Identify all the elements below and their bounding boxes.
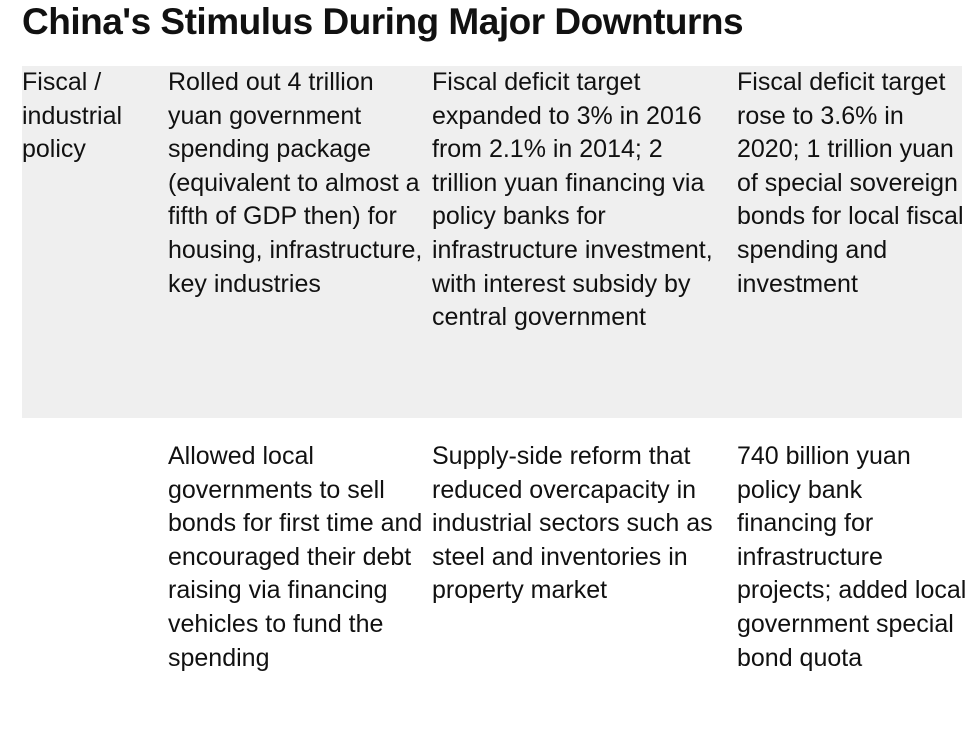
cell: Fiscal deficit target expanded to 3% in … (432, 68, 713, 332)
table-row: Fiscal / industrial policy Rolled out 4 … (22, 66, 964, 418)
row-label: Fiscal / industrial policy (22, 68, 123, 164)
cell: 740 billion yuan policy bank financing f… (737, 442, 967, 672)
cell: Allowed local governments to sell bonds … (168, 442, 423, 672)
cell: Rolled out 4 trillion yuan government sp… (168, 68, 423, 298)
cell: Fiscal deficit target rose to 3.6% in 20… (737, 68, 964, 298)
table-row: Allowed local governments to sell bonds … (22, 418, 966, 748)
cell: Supply-side reform that reduced overcapa… (432, 442, 713, 605)
title: China's Stimulus During Major Downturns (22, 1, 744, 42)
